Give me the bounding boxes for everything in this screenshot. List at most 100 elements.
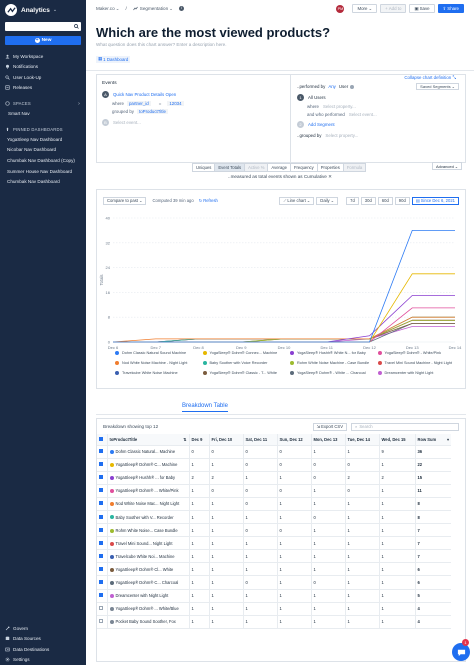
table-row[interactable]: Travel Mini Sound... Night Light 1 1 1 1 1 1 1 7 xyxy=(97,536,451,551)
row-checkbox[interactable] xyxy=(99,475,103,480)
legend-item[interactable]: YogaSleep® Hushh® White N... for Baby xyxy=(290,351,378,355)
breakdown-search-input[interactable]: ⌕ Search xyxy=(351,422,459,431)
tab-properties[interactable]: Properties xyxy=(318,164,344,171)
row-checkbox[interactable] xyxy=(99,527,103,532)
table-row[interactable]: YogaSleep® Hushh® ... for Baby 2 2 1 1 0 2 2 15 xyxy=(97,471,451,485)
page-title[interactable]: Which are the most viewed products? xyxy=(96,25,331,40)
add-segment-row[interactable]: 2 Add Segment xyxy=(297,121,459,128)
dashboard-link[interactable]: ▦ 1 Dashboard xyxy=(96,55,131,63)
row-checkbox[interactable] xyxy=(99,606,103,611)
select-property-input[interactable]: Select property... xyxy=(322,104,356,109)
pinned-dashboard-item[interactable]: Chumbak Nav Dashboard (Copy) xyxy=(0,155,86,166)
row-checkbox[interactable] xyxy=(99,540,103,545)
close-icon[interactable]: ✕ xyxy=(328,174,332,179)
filter-property[interactable]: partner_id xyxy=(126,101,151,106)
advanced-dropdown[interactable]: Advanced ⌄ xyxy=(432,162,463,170)
add-to-button[interactable]: + Add to xyxy=(380,4,407,13)
row-checkbox-cell[interactable] xyxy=(97,615,108,629)
row-checkbox-cell[interactable] xyxy=(97,458,108,472)
more-button[interactable]: More ⌄ xyxy=(352,4,378,13)
row-checkbox[interactable] xyxy=(99,514,103,519)
pinned-dashboard-item[interactable]: Nicobar Nav Dashboard xyxy=(0,144,86,155)
info-icon[interactable]: i xyxy=(179,6,184,11)
spaces-section-header[interactable]: SPACES › xyxy=(0,99,86,108)
page-description[interactable]: What question does this chart answer? En… xyxy=(96,42,227,47)
header-date-col[interactable]: Wed, Dec 15 xyxy=(379,434,416,446)
select-all-checkbox[interactable] xyxy=(99,436,103,441)
collapse-chart-definition-link[interactable]: Collapse chart definition ⤡ xyxy=(86,71,474,80)
sidebar-item-settings[interactable]: Settings xyxy=(0,655,86,665)
tab-uniques[interactable]: Uniques xyxy=(193,164,216,171)
row-checkbox[interactable] xyxy=(99,593,103,598)
row-checkbox-cell[interactable] xyxy=(97,562,108,577)
pinned-dashboard-item[interactable]: Chumbak Nav Dashboard xyxy=(0,176,86,187)
sidebar-item-releases[interactable]: Releases xyxy=(0,83,86,94)
header-row-sum[interactable]: Row Sum ▾ xyxy=(415,434,451,446)
sidebar-item-data-sources[interactable]: Data Sources xyxy=(0,634,86,645)
table-row[interactable]: YogaSleep® Dohm® Cl... White 1 1 1 1 1 1 1 6 xyxy=(97,562,451,577)
tab-average[interactable]: Average xyxy=(268,164,291,171)
compare-dropdown[interactable]: Compare to past ⌄ xyxy=(103,196,147,205)
refresh-icon[interactable]: ↻ xyxy=(198,198,203,203)
sidebar-header[interactable]: Analytics ⌄ xyxy=(0,0,86,20)
interval-dropdown[interactable]: Daily ⌄ xyxy=(316,196,339,205)
table-row[interactable]: Nod White Noise Mac... Night Light 1 1 0 1 1 1… xyxy=(97,497,451,511)
legend-item[interactable]: Baby Soother with Voice Recorder xyxy=(202,361,291,365)
select-event-input[interactable]: Select event... xyxy=(348,112,377,117)
tab-event-totals[interactable]: Event Totals xyxy=(215,164,246,171)
share-button[interactable]: ⇪ Share xyxy=(437,4,464,13)
event-name[interactable]: Quick Nav Product Details Open xyxy=(113,92,177,97)
breadcrumb-project[interactable]: Maker.co xyxy=(96,6,115,11)
row-checkbox-cell[interactable] xyxy=(97,510,108,525)
header-product-title[interactable]: toProductTitle ⇅ xyxy=(107,434,190,446)
row-checkbox[interactable] xyxy=(99,488,103,493)
line-chart[interactable]: 0 8 16 24 32 40 Dec 6 Dec 7 Dec 8 Dec 9 Dec 10 Dec … xyxy=(97,210,465,358)
info-icon[interactable] xyxy=(350,84,355,89)
sidebar-search-input[interactable] xyxy=(5,22,81,31)
row-checkbox-cell[interactable] xyxy=(97,536,108,551)
row-checkbox-cell[interactable] xyxy=(97,589,108,603)
row-checkbox-cell[interactable] xyxy=(97,549,108,564)
export-csv-button[interactable]: ⇲ Export CSV xyxy=(312,422,347,431)
table-row[interactable]: YogaSleep® Dohm® C... Machine 1 1 0 0 0 0 1 22 xyxy=(97,458,451,472)
header-date-col[interactable]: Fri, Dec 10 xyxy=(209,434,244,446)
row-checkbox-cell[interactable] xyxy=(97,497,108,511)
header-checkbox-cell[interactable] xyxy=(97,434,108,446)
legend-item[interactable]: Nod White Noise Machine - Night Light xyxy=(115,361,203,365)
legend-item[interactable]: Dreamcenter with Night Light xyxy=(377,371,466,375)
measured-as-summary[interactable]: ..measured as total events shown as Cumu… xyxy=(86,174,474,180)
table-row[interactable]: YogaSleep® Dohm® C... Charcoal 1 1 0 1 0 1 1 6 xyxy=(97,575,451,590)
any-selector[interactable]: Any xyxy=(328,84,336,89)
table-row[interactable]: Baby Soother with V... Recorder 1 1 1 1 0 1 1 8 xyxy=(97,510,451,525)
row-checkbox-cell[interactable] xyxy=(97,575,108,590)
segment-row-1[interactable]: 1 All Users xyxy=(297,94,459,101)
tab-formula[interactable]: Formula xyxy=(343,164,366,171)
save-button[interactable]: ▣ Save xyxy=(409,4,435,13)
user-selector[interactable]: User xyxy=(338,84,349,89)
range-30d[interactable]: 30d xyxy=(360,196,376,205)
row-checkbox-cell[interactable] xyxy=(97,445,108,459)
range-60d[interactable]: 60d xyxy=(377,196,393,205)
table-row[interactable]: Pocket Baby Sound Soother, Fox 1 1 1 1 1 1 1 4 xyxy=(97,615,451,629)
select-property-input[interactable]: Select property... xyxy=(325,133,359,138)
help-button[interactable] xyxy=(452,643,470,661)
sidebar-item-user-lookup[interactable]: User Look-Up xyxy=(0,72,86,83)
pinned-dashboard-item[interactable]: Summer House Nav Dashboard xyxy=(0,166,86,177)
add-segment-link[interactable]: Add Segment xyxy=(308,122,335,127)
sidebar-item-govern[interactable]: Govern xyxy=(0,623,86,634)
table-row[interactable]: Dreamcenter with Night Light 1 1 1 1 1 1 1 5 xyxy=(97,589,451,603)
legend-item[interactable]: YogaSleep® Dohm® Classic - T... White xyxy=(202,371,291,375)
row-checkbox-cell[interactable] xyxy=(97,523,108,538)
header-date-col[interactable]: Dec 9 xyxy=(189,434,210,446)
row-checkbox-cell[interactable] xyxy=(97,602,108,616)
sidebar-item-data-destinations[interactable]: Data Destinations xyxy=(0,644,86,655)
event-row-b[interactable]: B Select event... xyxy=(102,119,285,126)
chart-type-dropdown[interactable]: ⟋ Line chart ⌄ xyxy=(279,196,315,205)
select-event-input[interactable]: Select event... xyxy=(113,120,141,125)
sidebar-item-smart-nav[interactable]: Smart Nav xyxy=(0,108,86,119)
range-7d[interactable]: 7d xyxy=(346,196,359,205)
tab-frequency[interactable]: Frequency xyxy=(291,164,318,171)
group-property[interactable]: toProductTitle xyxy=(136,109,168,114)
legend-item[interactable]: YogaSleep® Dohm® Connec... Machine xyxy=(202,351,291,355)
legend-item[interactable]: Travel Mini Sound Machine - Night Light xyxy=(377,361,466,365)
